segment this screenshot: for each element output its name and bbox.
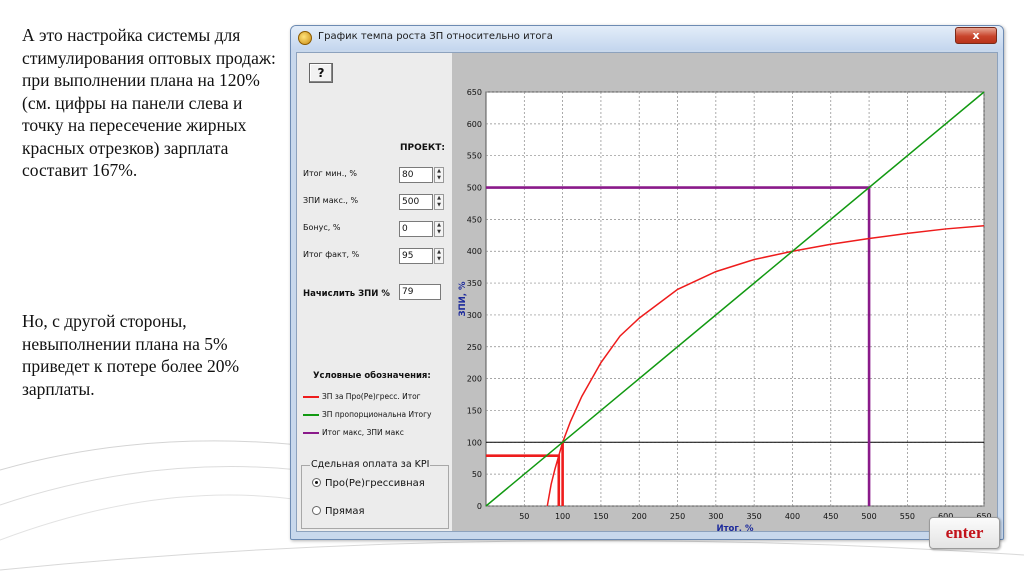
radio-label: Про(Ре)грессивная [325, 478, 425, 489]
settings-panel: ? ПРОЕКТ: Итог мин., % 80 ▲ ▼ ЗПИ макс., … [297, 53, 452, 531]
legend-swatch-green [303, 414, 319, 416]
actual-total-spinner[interactable]: ▲ ▼ [434, 248, 444, 264]
y-axis-label: ЗПИ, % [458, 281, 468, 316]
max-zpi-spinner[interactable]: ▲ ▼ [434, 194, 444, 210]
y-tick-label: 600 [467, 120, 482, 129]
app-icon [298, 31, 312, 45]
y-tick-label: 100 [467, 438, 482, 447]
radio-direct[interactable]: Прямая [312, 506, 365, 517]
min-total-label: Итог мин., % [303, 169, 357, 178]
max-zpi-input[interactable]: 500 [399, 194, 433, 210]
compute-zpi-label: Начислить ЗПИ % [303, 289, 390, 299]
y-tick-label: 150 [467, 406, 482, 415]
kpi-pay-group: Сдельная оплата за KPI Про(Ре)грессивная… [301, 459, 449, 529]
project-header: ПРОЕКТ: [400, 143, 446, 153]
y-tick-label: 650 [467, 88, 482, 97]
legend-label: Итог макс, ЗПИ макс [322, 428, 404, 437]
plot-area: 50 100 150 200 250 300 350 400 450 500 550 600 650 0 5… [452, 53, 997, 534]
x-tick-label: 650 [976, 512, 991, 521]
radio-label: Прямая [325, 506, 365, 517]
legend-item-progressive: ЗП за Про(Ре)гресс. Итог [303, 392, 421, 401]
y-tick-label: 200 [467, 375, 482, 384]
legend-item-proportional: ЗП пропорциональна Итогу [303, 410, 431, 419]
legend-title: Условные обозначения: [313, 371, 431, 381]
x-tick-label: 550 [900, 512, 915, 521]
max-zpi-label: ЗПИ макс., % [303, 196, 359, 205]
y-tick-label: 0 [477, 502, 482, 511]
help-button[interactable]: ? [309, 63, 333, 83]
x-tick-label: 200 [632, 512, 647, 521]
legend-swatch-purple [303, 432, 319, 434]
x-tick-label: 350 [747, 512, 762, 521]
window-client: ? ПРОЕКТ: Итог мин., % 80 ▲ ▼ ЗПИ макс., … [296, 52, 998, 534]
actual-total-input[interactable]: 95 [399, 248, 433, 264]
y-tick-label: 50 [472, 470, 482, 479]
chart-window: График темпа роста ЗП относительно итога… [290, 25, 1004, 540]
slide-text-1: А это настройка системы для стимулирован… [22, 25, 276, 180]
bonus-label: Бонус, % [303, 223, 341, 232]
x-axis-label: Итог, % [716, 524, 754, 531]
actual-total-label: Итог факт, % [303, 250, 360, 259]
x-tick-label: 400 [785, 512, 800, 521]
y-tick-label: 450 [467, 215, 482, 224]
y-tick-label: 550 [467, 152, 482, 161]
series-line [546, 225, 985, 507]
bonus-spinner[interactable]: ▲ ▼ [434, 221, 444, 237]
kpi-pay-group-title: Сдельная оплата за KPI [310, 459, 431, 470]
radio-empty-icon [312, 506, 321, 515]
min-total-input[interactable]: 80 [399, 167, 433, 183]
slide-text-2: Но, с другой стороны, невыполнении плана… [22, 311, 240, 399]
x-tick-label: 250 [670, 512, 685, 521]
legend-label: ЗП пропорциональна Итогу [322, 410, 432, 419]
title-bar: График темпа роста ЗП относительно итога… [291, 26, 1003, 50]
y-tick-label: 350 [467, 279, 482, 288]
y-tick-label: 250 [467, 343, 482, 352]
min-total-spinner[interactable]: ▲ ▼ [434, 167, 444, 183]
x-tick-label: 600 [938, 512, 953, 521]
radio-selected-icon [312, 478, 321, 487]
x-tick-label: 100 [555, 512, 570, 521]
bonus-input[interactable]: 0 [399, 221, 433, 237]
y-tick-label: 500 [467, 184, 482, 193]
x-tick-label: 300 [708, 512, 723, 521]
series-line [485, 91, 985, 507]
growth-chart: 50 100 150 200 250 300 350 400 450 500 550 600 650 0 5… [458, 88, 992, 534]
x-tick-label: 500 [861, 512, 876, 521]
enter-button[interactable]: enter [929, 517, 1000, 549]
radio-progressive[interactable]: Про(Ре)грессивная [312, 478, 425, 489]
legend-item-max: Итог макс, ЗПИ макс [303, 428, 404, 437]
x-tick-label: 150 [593, 512, 608, 521]
x-tick-label: 450 [823, 512, 838, 521]
window-title: График темпа роста ЗП относительно итога [318, 31, 553, 42]
legend-swatch-red [303, 396, 319, 398]
legend-label: ЗП за Про(Ре)гресс. Итог [322, 392, 421, 401]
y-tick-label: 300 [467, 311, 482, 320]
close-button[interactable]: x [955, 27, 997, 44]
y-tick-label: 400 [467, 247, 482, 256]
compute-zpi-field[interactable]: 79 [399, 284, 441, 300]
x-tick-label: 50 [519, 512, 529, 521]
